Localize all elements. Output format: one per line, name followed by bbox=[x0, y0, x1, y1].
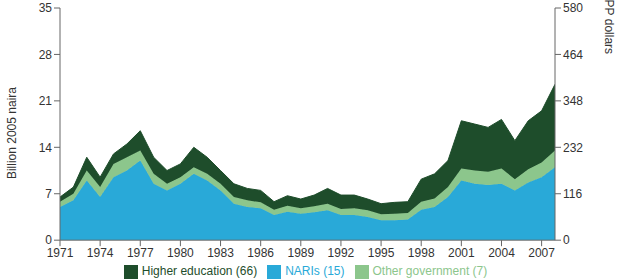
html-text:Higher education (66): Higher education (66) bbox=[141, 264, 258, 279]
svg-text:1977: 1977 bbox=[127, 246, 154, 260]
svg-text:28: 28 bbox=[39, 48, 53, 62]
svg-text:232: 232 bbox=[563, 141, 583, 155]
svg-text:2007: 2007 bbox=[528, 246, 555, 260]
svg-text:348: 348 bbox=[563, 94, 583, 108]
svg-text:1998: 1998 bbox=[408, 246, 435, 260]
svg-text:0: 0 bbox=[45, 233, 52, 247]
svg-text:14: 14 bbox=[39, 141, 53, 155]
svg-text:1989: 1989 bbox=[287, 246, 314, 260]
svg-text:1986: 1986 bbox=[247, 246, 274, 260]
svg-text:1974: 1974 bbox=[87, 246, 114, 260]
svg-text:Million 2005 PPP dollars: Million 2005 PPP dollars bbox=[602, 0, 613, 54]
svg-text:1971: 1971 bbox=[47, 246, 74, 260]
svg-text:7: 7 bbox=[45, 187, 52, 201]
html-text:NARIs (15): NARIs (15) bbox=[285, 264, 345, 279]
svg-text:580: 580 bbox=[563, 1, 583, 15]
svg-text:2004: 2004 bbox=[488, 246, 515, 260]
svg-text:1992: 1992 bbox=[328, 246, 355, 260]
html-text:Other government (7): Other government (7) bbox=[372, 264, 488, 279]
svg-text:21: 21 bbox=[39, 94, 53, 108]
svg-text:464: 464 bbox=[563, 48, 583, 62]
svg-text:0: 0 bbox=[563, 233, 570, 247]
svg-text:Billion 2005 naira: Billion 2005 naira bbox=[8, 87, 19, 179]
svg-text:2001: 2001 bbox=[448, 246, 475, 260]
svg-text:1980: 1980 bbox=[167, 246, 194, 260]
svg-text:35: 35 bbox=[39, 1, 53, 15]
svg-text:116: 116 bbox=[563, 187, 582, 201]
svg-text:1995: 1995 bbox=[368, 246, 395, 260]
svg-text:1983: 1983 bbox=[207, 246, 234, 260]
